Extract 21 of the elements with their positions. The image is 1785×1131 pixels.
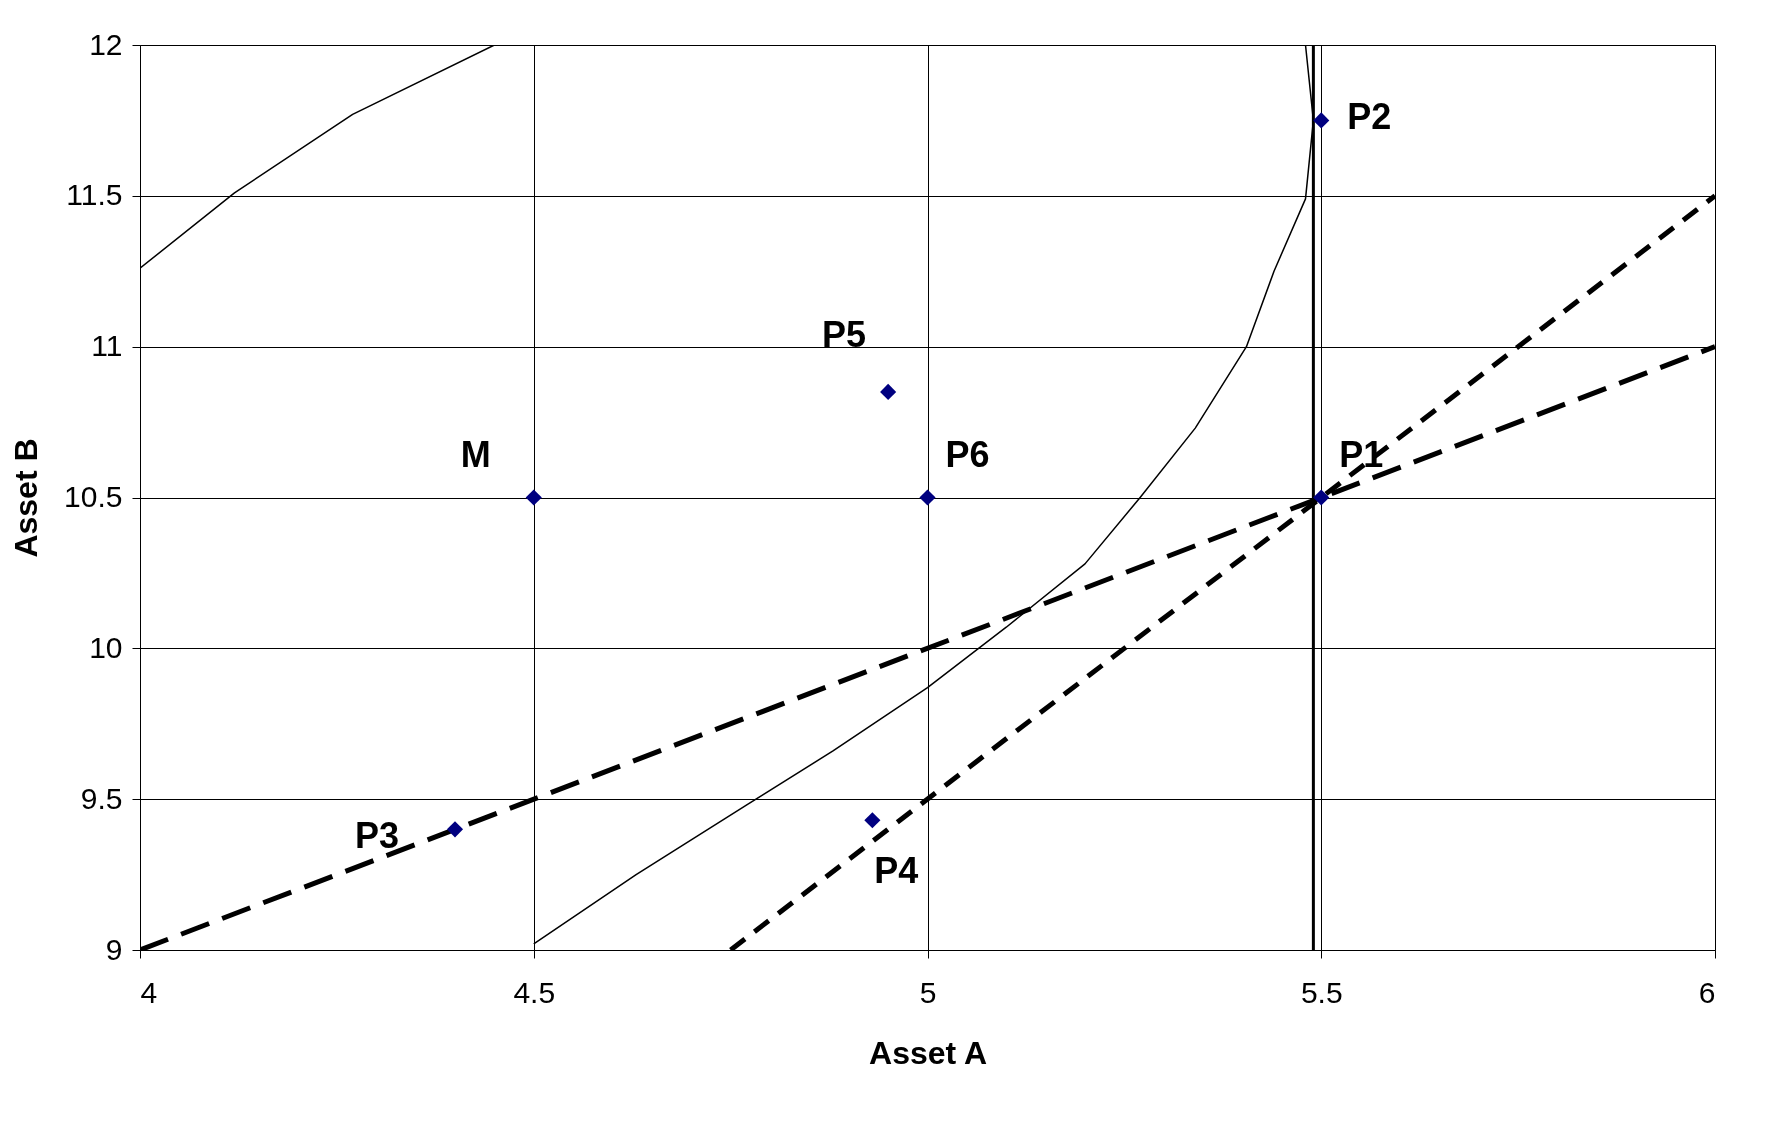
y-tick-label: 9	[105, 932, 123, 966]
annotation: P3	[354, 815, 400, 857]
x-tick-label: 6	[1698, 975, 1716, 1009]
y-tick-label: 11	[91, 329, 123, 363]
annotation: P5	[822, 313, 867, 355]
y-tick-label: 9.5	[80, 781, 123, 815]
x-tick-label: 4	[140, 975, 158, 1009]
y-tick-label: 11.5	[66, 178, 123, 212]
annotation: P2	[1347, 96, 1392, 138]
x-tick-label: 5.5	[1300, 975, 1343, 1009]
y-tick-label: 10.5	[64, 480, 123, 513]
y-axis-title: Asset B	[8, 438, 45, 558]
x-axis-title: Asset A	[869, 1034, 987, 1071]
y-tick-label: 12	[89, 27, 123, 61]
annotation: P1	[1339, 433, 1384, 475]
annotation: P4	[874, 850, 919, 892]
y-tick-label: 10	[89, 630, 123, 664]
x-tick-label: 5	[919, 975, 937, 1009]
x-tick-label: 4.5	[513, 975, 556, 1009]
annotation: P6	[945, 433, 990, 475]
annotation: M	[460, 433, 491, 475]
